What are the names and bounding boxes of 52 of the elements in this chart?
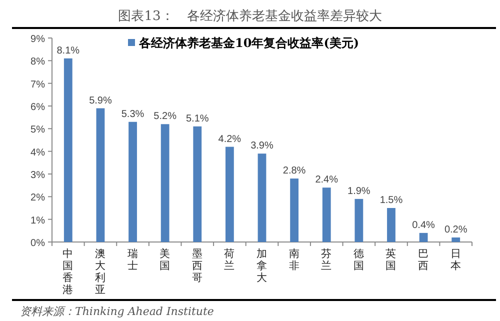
- x-tick-label: 中国香港: [62, 247, 74, 296]
- y-tick-label: 6%: [30, 102, 46, 113]
- data-label: 2.8%: [282, 166, 306, 177]
- text: 资料来源：Thinking Ahead Institute: [20, 305, 214, 318]
- data-label: 2.4%: [315, 174, 338, 186]
- bar: [419, 232, 428, 242]
- x-tick-label: 墨西哥: [192, 248, 203, 284]
- bar: [322, 188, 331, 242]
- x-tick-label: 德国: [353, 248, 364, 272]
- y-tick-label: 3%: [30, 170, 46, 181]
- y-tick-label: 2%: [30, 192, 46, 204]
- x-tick-label: 日本: [450, 248, 462, 272]
- data-label: 5.1%: [186, 113, 209, 124]
- data-label: 0.4%: [412, 220, 436, 231]
- bar: [193, 126, 202, 242]
- x-tick-label: 芬兰: [321, 247, 332, 272]
- data-label: 5.2%: [154, 111, 177, 122]
- bar: [387, 208, 396, 242]
- x-tick-label: 澳大利亚: [94, 248, 106, 296]
- y-tick-label: 0%: [30, 238, 46, 249]
- x-tick-label: 南非: [288, 247, 300, 272]
- data-label: 4.2%: [218, 134, 242, 145]
- data-label: 0.2%: [444, 224, 468, 236]
- y-tick-label: 1%: [30, 215, 46, 226]
- x-tick-label: 美国: [160, 247, 171, 272]
- bar: [290, 178, 299, 242]
- bar: [225, 146, 234, 242]
- legend: 各经济体养老基金10年复合收益率(美元): [128, 36, 360, 50]
- x-tick-label: 英国: [386, 247, 397, 272]
- bar: [160, 124, 170, 242]
- data-label: 1.5%: [380, 195, 403, 206]
- bar: [128, 122, 137, 242]
- x-tick-label: 巴西: [418, 248, 430, 272]
- y-tick-label: 7%: [30, 79, 46, 90]
- bar: [354, 198, 364, 242]
- data-label: 1.9%: [348, 186, 370, 197]
- x-tick-label: 瑞士: [127, 247, 138, 272]
- y-tick-label: 8%: [30, 56, 46, 68]
- bar: [96, 108, 105, 242]
- y-tick-label: 5%: [30, 124, 46, 136]
- data-label: 8.1%: [56, 45, 80, 56]
- bar: [258, 154, 266, 242]
- x-tick-label: 荷兰: [224, 247, 236, 272]
- chart-title: 图表13： 各经济体养老基金收益率差异较大: [118, 8, 382, 24]
- y-tick-label: 9%: [30, 34, 46, 45]
- y-tick-label: 4%: [30, 147, 46, 158]
- data-label: 5.9%: [89, 95, 112, 106]
- bar: [64, 58, 72, 242]
- bar: [452, 237, 460, 242]
- data-label: 3.9%: [250, 140, 274, 152]
- x-tick-label: 加拿大: [256, 247, 268, 284]
- data-label: 5.3%: [121, 108, 144, 120]
